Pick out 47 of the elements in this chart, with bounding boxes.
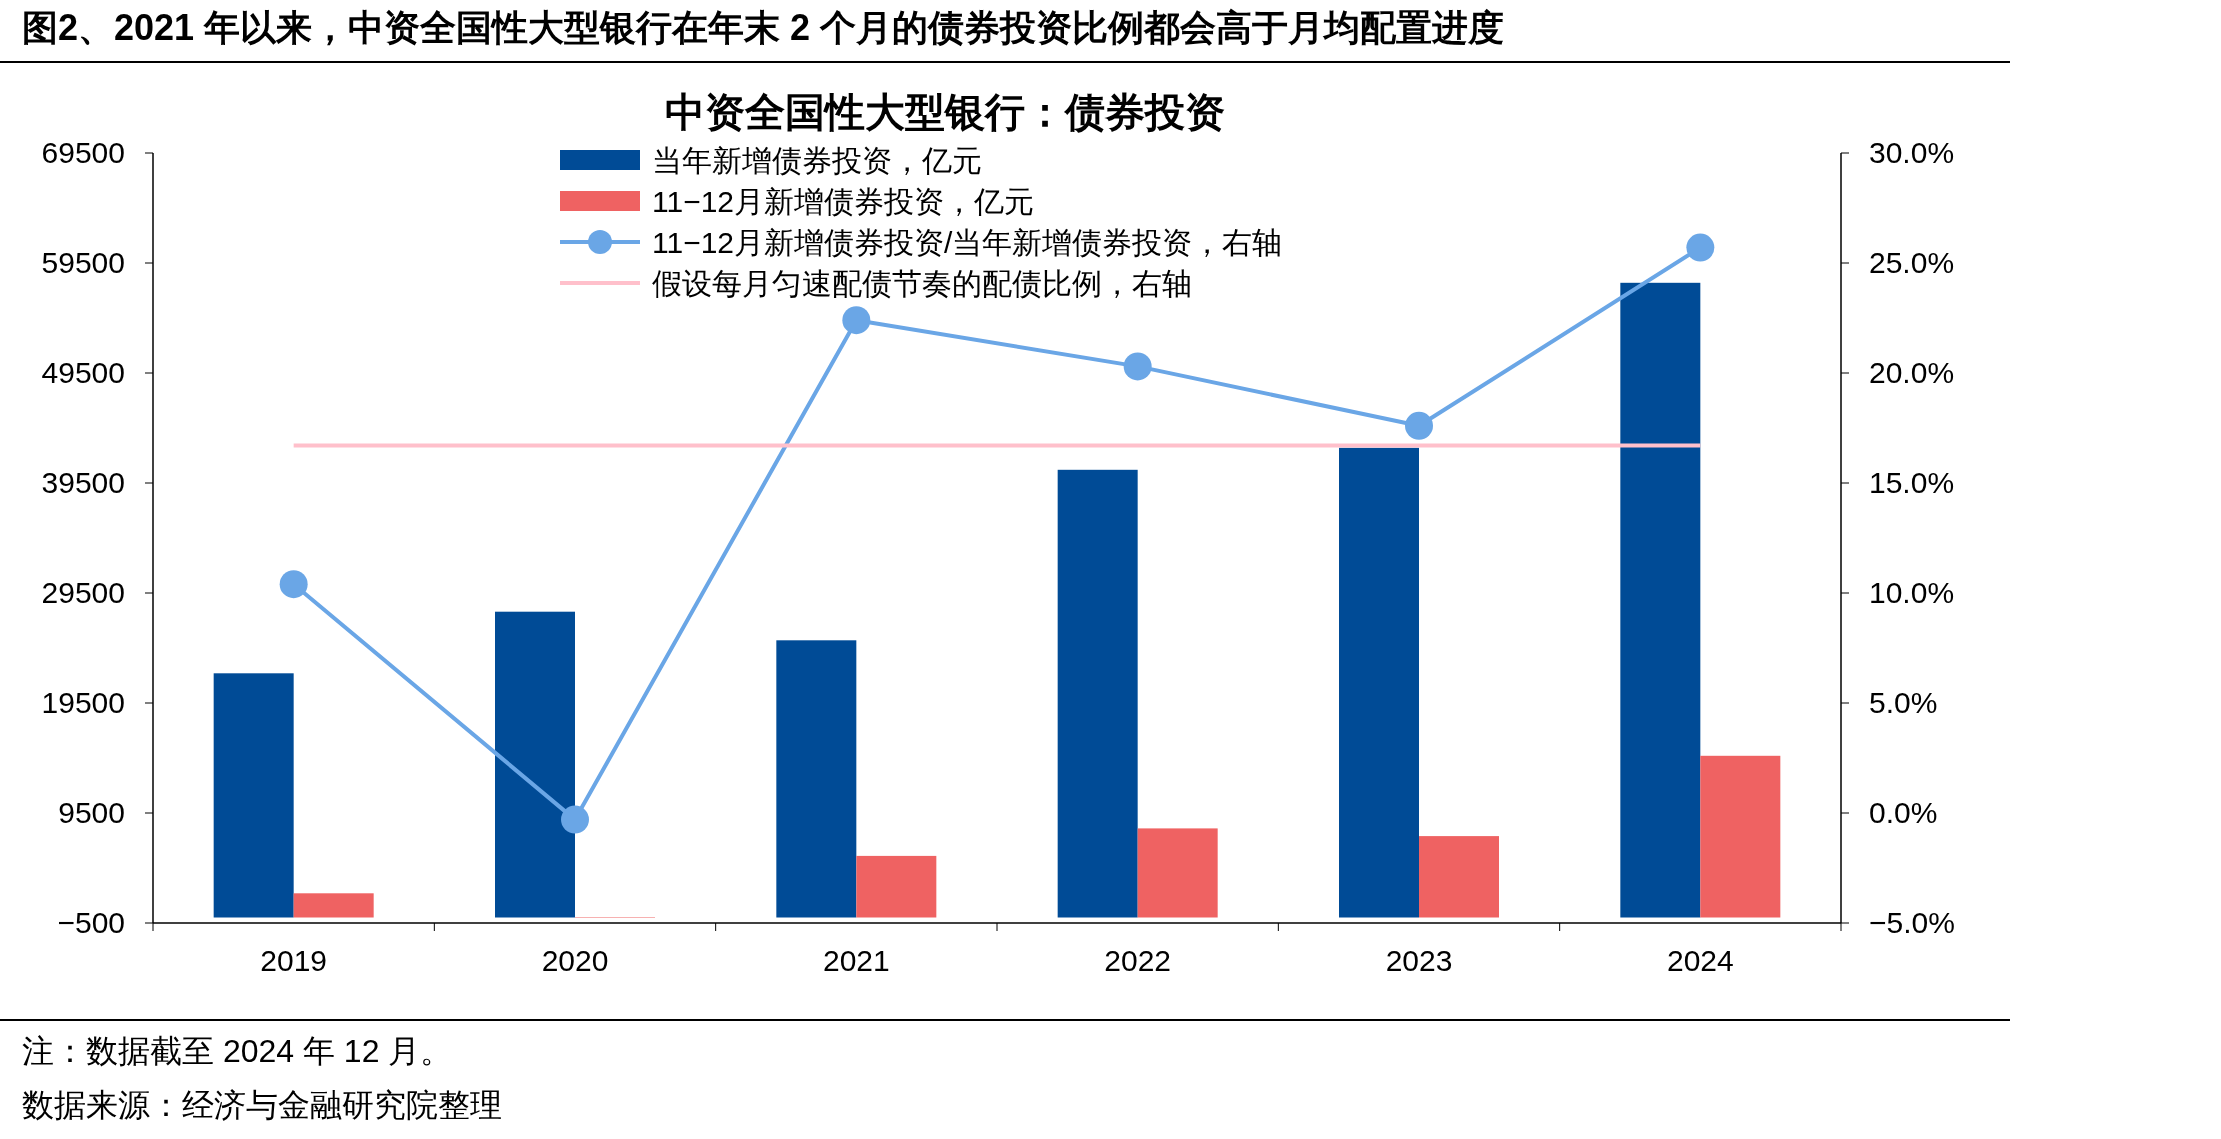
y-tick-label: 59500 bbox=[41, 246, 125, 279]
point bbox=[279, 570, 308, 599]
text: 注：数据截至 2024 年 12 月。 bbox=[22, 1033, 453, 1069]
source-note: 数据来源：经济与金融研究院整理 bbox=[22, 1087, 502, 1123]
y2-tick-label: 30.0% bbox=[1869, 136, 1955, 169]
y2-tick-label: 25.0% bbox=[1869, 246, 1955, 279]
y-tick-label: 9500 bbox=[58, 796, 125, 829]
y2-tick-label: 20.0% bbox=[1869, 356, 1955, 389]
bar bbox=[1700, 755, 1781, 918]
x-tick-label: 2024 bbox=[1666, 944, 1734, 977]
bar bbox=[495, 611, 575, 918]
x-tick-label: 2020 bbox=[541, 944, 609, 977]
y-tick-label: 29500 bbox=[41, 576, 125, 609]
chart-subtitle: 中资全国性大型银行：债券投资 bbox=[665, 90, 1225, 134]
y-tick-label: 49500 bbox=[41, 356, 125, 389]
point bbox=[1686, 233, 1715, 262]
bar bbox=[776, 640, 857, 918]
bar bbox=[213, 673, 294, 918]
y2-tick-label: 10.0% bbox=[1869, 576, 1955, 609]
x-tick-label: 2023 bbox=[1385, 944, 1453, 977]
bar bbox=[1620, 282, 1701, 918]
y-tick-label: 39500 bbox=[41, 466, 125, 499]
y2-tick-label: 0.0% bbox=[1869, 796, 1938, 829]
bar bbox=[1057, 469, 1138, 918]
point bbox=[1405, 411, 1433, 440]
point bbox=[1123, 352, 1152, 381]
y-tick-label: 69500 bbox=[41, 136, 125, 169]
legend-label: 当年新增债券投资，亿元 bbox=[652, 144, 982, 177]
y-tick-label: 19500 bbox=[41, 686, 125, 719]
bar bbox=[293, 893, 374, 918]
y2-tick-label: 5.0% bbox=[1869, 686, 1938, 719]
point bbox=[842, 306, 871, 335]
y2-tick-label: −5.0% bbox=[1869, 906, 1955, 939]
y-tick-label: −500 bbox=[57, 906, 125, 939]
x-tick-label: 2022 bbox=[1104, 944, 1172, 977]
bar bbox=[1339, 447, 1419, 918]
x-tick-label: 2021 bbox=[822, 944, 890, 977]
point bbox=[561, 805, 589, 834]
x-tick-label: 2019 bbox=[260, 944, 328, 977]
legend-label: 11−12月新增债券投资，亿元 bbox=[652, 185, 1035, 218]
bar bbox=[1137, 828, 1218, 918]
chart-title: 图2、2021 年以来，中资全国性大型银行在年末 2 个月的债券投资比例都会高于月均配置进度 bbox=[22, 7, 1505, 48]
bar bbox=[856, 855, 937, 918]
legend-label: 假设每月匀速配债节奏的配债比例，右轴 bbox=[652, 267, 1192, 300]
y2-tick-label: 15.0% bbox=[1869, 466, 1955, 499]
bar bbox=[1419, 836, 1499, 918]
legend-label: 11−12月新增债券投资/当年新增债券投资，右轴 bbox=[652, 226, 1283, 259]
